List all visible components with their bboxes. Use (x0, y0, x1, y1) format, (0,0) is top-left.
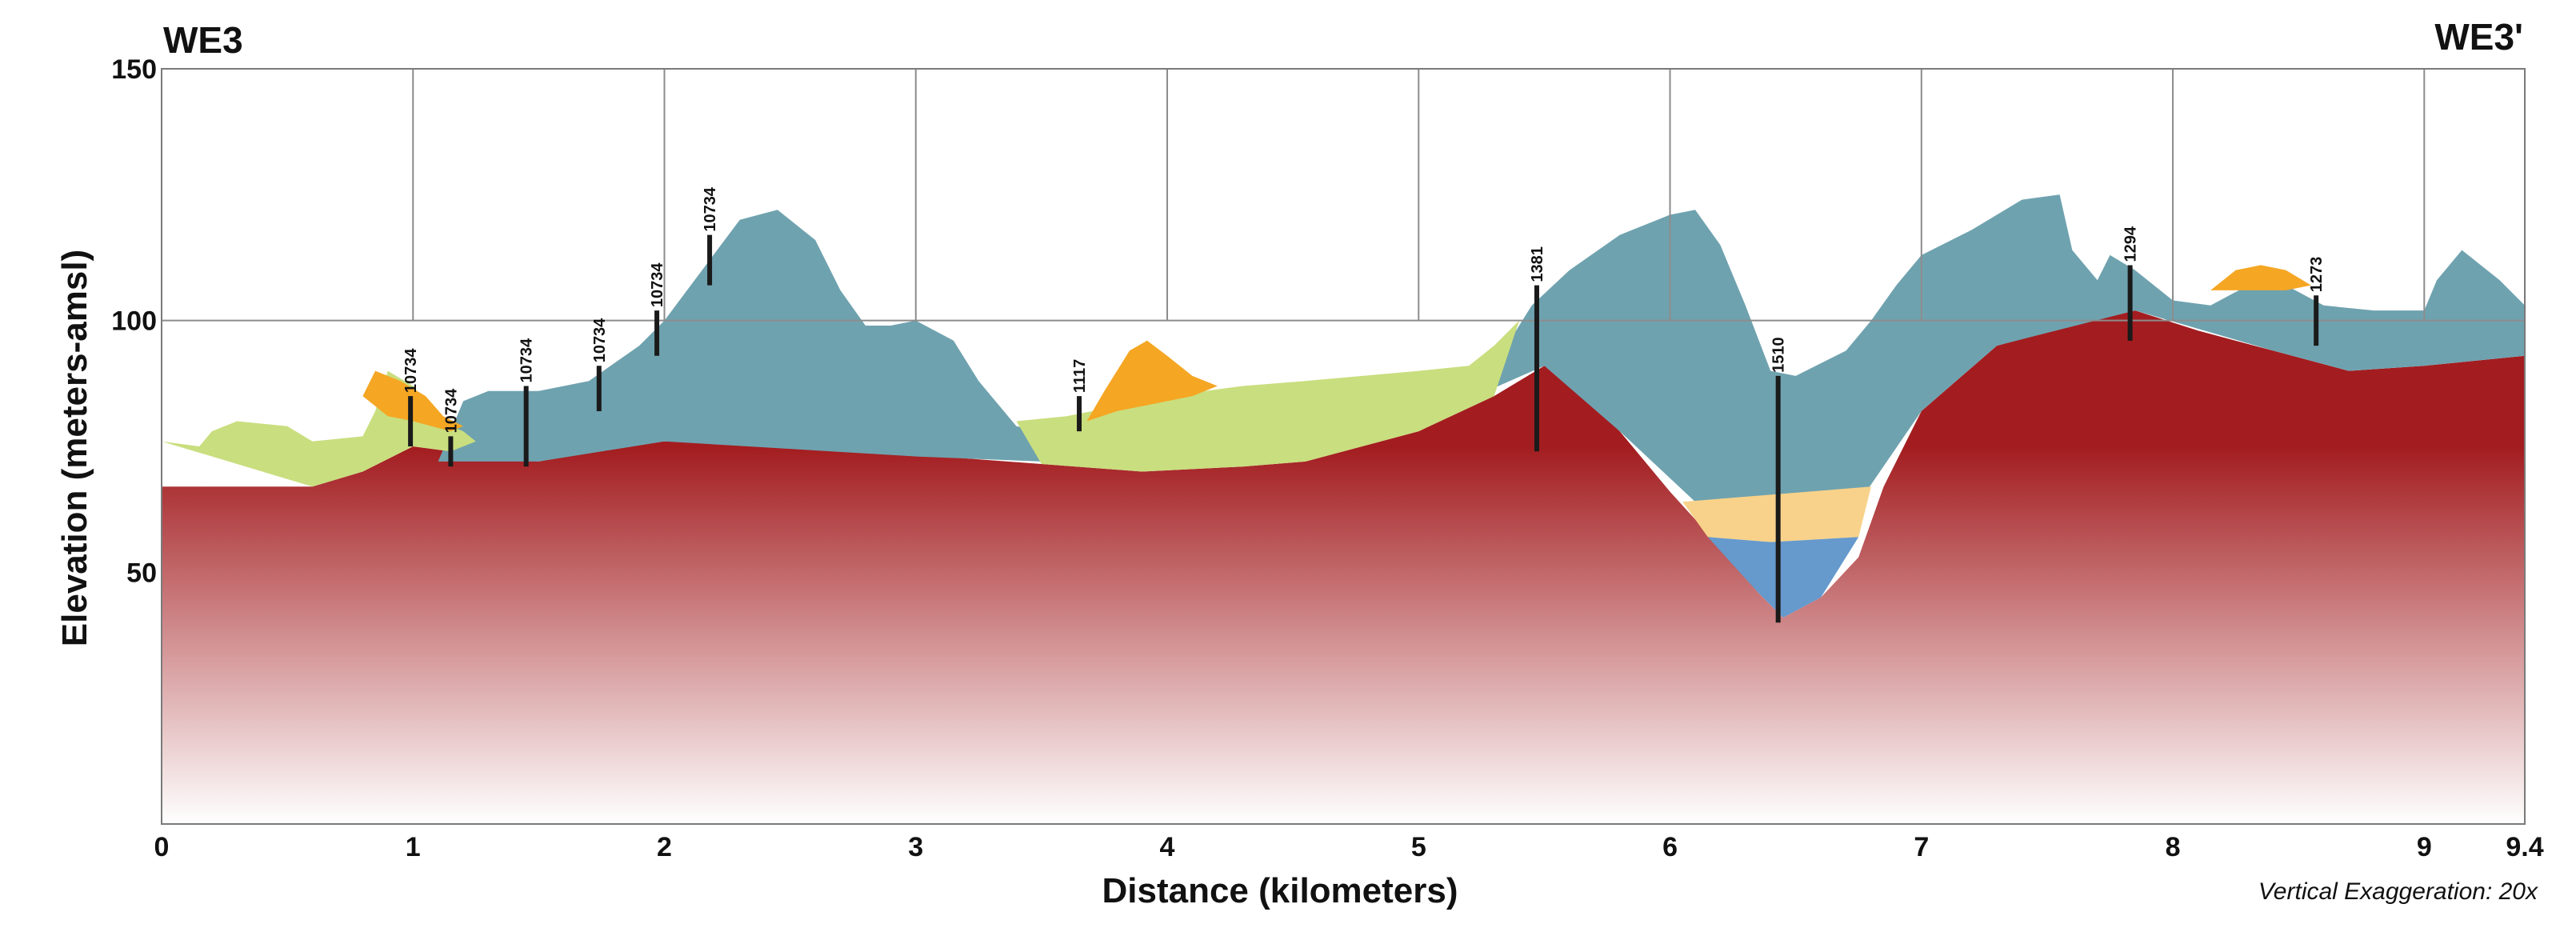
x-tick-label: 0 (154, 832, 170, 862)
well-label: 1294 (2122, 226, 2140, 262)
wells: 10734 10734 10734 10734 10734 10734 1117 1381 15… (402, 186, 2326, 623)
x-tick-label: 9.4 (2506, 832, 2543, 862)
y-axis-ticks: 50 100 150 (111, 54, 157, 588)
x-tick-label: 2 (657, 832, 672, 862)
vertical-exaggeration-note: Vertical Exaggeration: 20x (2258, 878, 2538, 905)
layer-light-green-unit-2 (1016, 320, 1519, 472)
layer-orange-unit-1 (362, 370, 464, 432)
layer-orange-unit-2 (1086, 340, 1218, 422)
x-tick-label: 7 (1914, 832, 1929, 862)
layer-blue-unit-1 (1707, 537, 1859, 618)
geologic-layers (162, 194, 2525, 824)
x-tick-label: 3 (908, 832, 923, 862)
well-label: 10734 (518, 338, 536, 382)
well-label: 10734 (649, 262, 666, 307)
well-label: 10734 (591, 318, 609, 362)
well-label: 1273 (2308, 257, 2326, 293)
layer-orange-unit-3 (2210, 265, 2311, 290)
x-axis-ticks: 0 1 2 3 4 5 6 7 8 9 9.4 (154, 832, 2544, 862)
well-label: 10734 (702, 186, 719, 231)
well-label: 10734 (442, 388, 460, 433)
x-tick-label: 6 (1662, 832, 1678, 862)
section-end-label: WE3' (2434, 16, 2523, 58)
plot-frame (161, 68, 2526, 825)
x-tick-label: 1 (406, 832, 421, 862)
y-tick-label: 50 (126, 558, 157, 588)
well-label: 1381 (1529, 246, 1546, 282)
x-axis-label: Distance (kilometers) (1102, 871, 1458, 910)
layer-blue-gray-unit (438, 194, 2525, 502)
x-tick-label: 5 (1411, 832, 1426, 862)
section-start-label: WE3 (163, 19, 243, 61)
well-label: 1117 (1071, 359, 1089, 393)
x-tick-label: 9 (2417, 832, 2432, 862)
y-tick-label: 100 (111, 306, 157, 337)
grid-lines (162, 69, 2525, 322)
x-tick-label: 4 (1160, 832, 1175, 862)
well-label: 10734 (402, 348, 420, 393)
well-label: 1510 (1770, 337, 1788, 373)
y-tick-label: 150 (111, 54, 157, 85)
y-axis-label: Elevation (meters-amsl) (55, 250, 94, 646)
x-tick-label: 8 (2166, 832, 2181, 862)
